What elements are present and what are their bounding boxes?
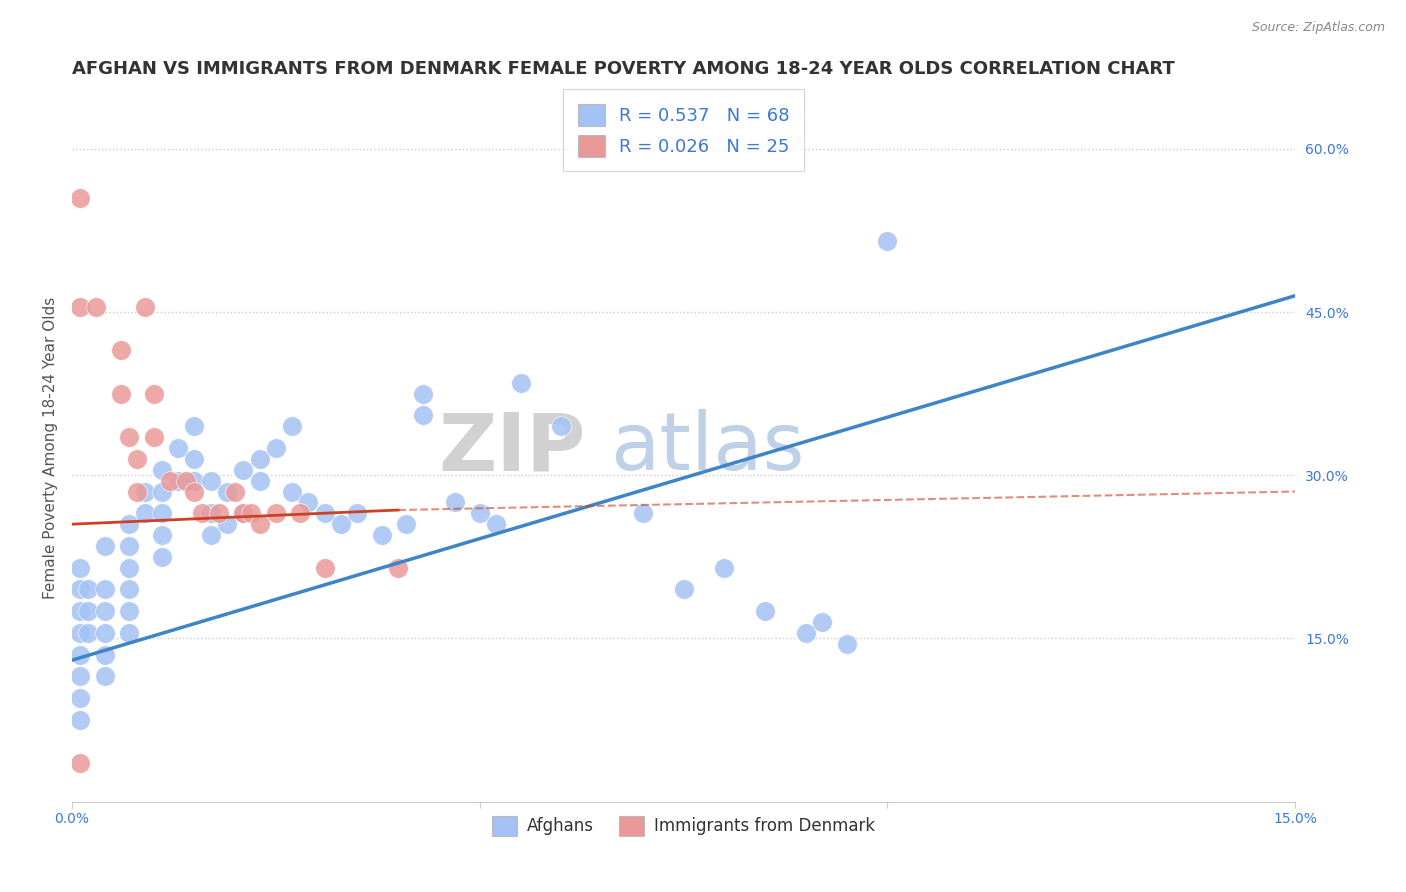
Point (290, 506, 312, 520)
Point (142, 386, 165, 401)
Point (77, 604, 100, 618)
Point (412, 409, 434, 423)
Point (69, 300, 91, 314)
Point (69, 669, 91, 683)
Point (69, 191, 91, 205)
Point (314, 560, 336, 574)
Point (183, 474, 205, 488)
Point (314, 506, 336, 520)
Point (672, 582, 695, 597)
Point (444, 495, 467, 509)
Point (297, 495, 319, 509)
Point (69, 648, 91, 662)
Point (485, 517, 508, 532)
Legend: Afghans, Immigrants from Denmark: Afghans, Immigrants from Denmark (485, 809, 882, 843)
Text: atlas: atlas (610, 409, 804, 487)
Point (183, 419, 205, 434)
Point (93, 582, 115, 597)
Point (371, 528, 394, 542)
Point (550, 419, 572, 434)
Point (110, 343, 132, 357)
Point (150, 463, 173, 477)
Point (110, 386, 132, 401)
Point (69, 713, 91, 727)
Point (346, 506, 368, 520)
Point (509, 376, 531, 390)
Point (200, 474, 222, 488)
Point (118, 626, 141, 640)
Point (150, 506, 173, 520)
Point (93, 539, 115, 553)
Point (77, 582, 100, 597)
Point (631, 506, 654, 520)
Point (200, 528, 222, 542)
Point (811, 615, 834, 629)
Point (224, 484, 246, 499)
Point (215, 484, 238, 499)
Text: Source: ZipAtlas.com: Source: ZipAtlas.com (1251, 21, 1385, 34)
Point (240, 506, 263, 520)
Point (127, 451, 149, 466)
Point (69, 560, 91, 574)
Point (835, 637, 858, 651)
Y-axis label: Female Poverty Among 18-24 Year Olds: Female Poverty Among 18-24 Year Olds (44, 297, 58, 599)
Point (232, 463, 254, 477)
Point (395, 517, 418, 532)
Point (387, 560, 409, 574)
Point (167, 474, 190, 488)
Point (232, 506, 254, 520)
Point (69, 626, 91, 640)
Point (93, 648, 115, 662)
Point (69, 604, 91, 618)
Point (69, 691, 91, 706)
Point (215, 517, 238, 532)
Point (69, 582, 91, 597)
Point (142, 430, 165, 444)
Point (468, 506, 491, 520)
Point (191, 506, 214, 520)
Point (118, 560, 141, 574)
Point (281, 484, 304, 499)
Point (412, 386, 434, 401)
Point (876, 235, 898, 249)
Point (200, 506, 222, 520)
Point (249, 451, 271, 466)
Point (118, 539, 141, 553)
Point (118, 604, 141, 618)
Point (150, 528, 173, 542)
Point (281, 419, 304, 434)
Point (77, 626, 100, 640)
Point (183, 484, 205, 499)
Point (159, 474, 181, 488)
Point (150, 484, 173, 499)
Point (118, 517, 141, 532)
Point (118, 430, 141, 444)
Point (69, 756, 91, 771)
Point (264, 441, 287, 455)
Point (134, 484, 156, 499)
Point (127, 484, 149, 499)
Point (794, 626, 817, 640)
Point (754, 604, 776, 618)
Point (264, 506, 287, 520)
Point (330, 517, 353, 532)
Text: AFGHAN VS IMMIGRANTS FROM DENMARK FEMALE POVERTY AMONG 18-24 YEAR OLDS CORRELATI: AFGHAN VS IMMIGRANTS FROM DENMARK FEMALE… (72, 60, 1175, 78)
Point (118, 582, 141, 597)
Point (174, 474, 197, 488)
Point (208, 506, 231, 520)
Point (93, 604, 115, 618)
Point (134, 300, 156, 314)
Point (249, 474, 271, 488)
Point (150, 549, 173, 564)
Text: ZIP: ZIP (439, 409, 586, 487)
Point (183, 451, 205, 466)
Point (167, 441, 190, 455)
Point (134, 506, 156, 520)
Point (232, 506, 254, 520)
Point (86, 300, 108, 314)
Point (93, 669, 115, 683)
Point (93, 626, 115, 640)
Point (713, 560, 735, 574)
Point (249, 517, 271, 532)
